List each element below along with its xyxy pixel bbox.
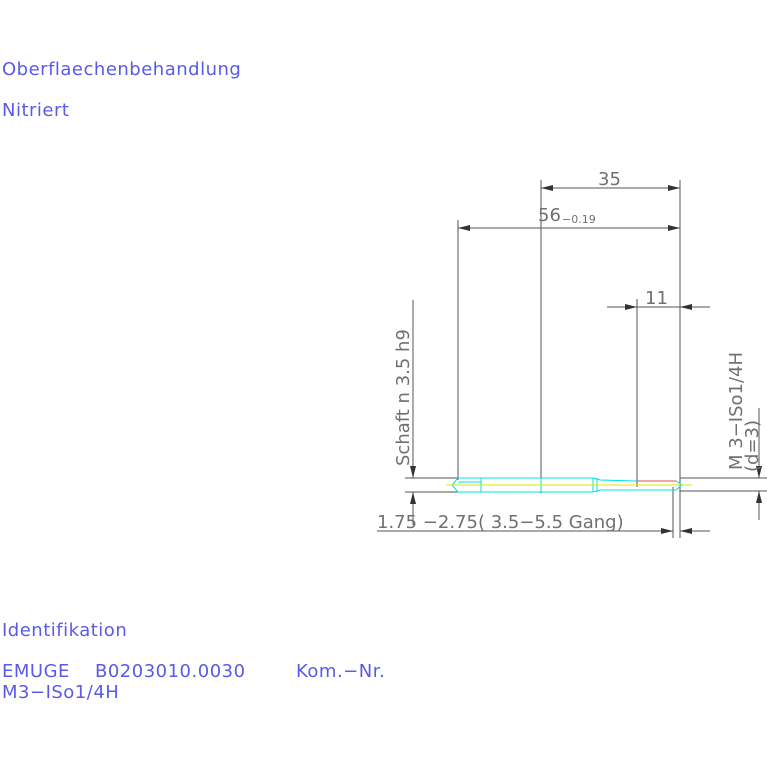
thread-diameter: (d=3) <box>742 420 763 472</box>
dim-35-label: 35 <box>598 169 621 190</box>
designation: M3−ISo1/4H <box>2 682 120 703</box>
thread-label: M 3−ISo1/4H <box>726 352 747 470</box>
tool-outline <box>451 477 683 493</box>
surface-heading: Oberflaechenbehandlung <box>2 59 242 80</box>
surface-value: Nitriert <box>2 100 70 121</box>
dim-11-label: 11 <box>645 288 668 309</box>
identification-heading: Identifikation <box>2 620 128 641</box>
chamfer-label: 1.75 −2.75( 3.5−5.5 Gang) <box>377 512 624 533</box>
dim-56-label: 56 <box>538 205 561 226</box>
maker: EMUGE <box>2 661 70 682</box>
shank-label: Schaft n 3.5 h9 <box>393 329 414 466</box>
dim-56-tolerance: −0.19 <box>562 213 596 226</box>
part-number: B0203010.0030 <box>95 661 246 682</box>
kom-label: Kom.−Nr. <box>296 661 386 682</box>
